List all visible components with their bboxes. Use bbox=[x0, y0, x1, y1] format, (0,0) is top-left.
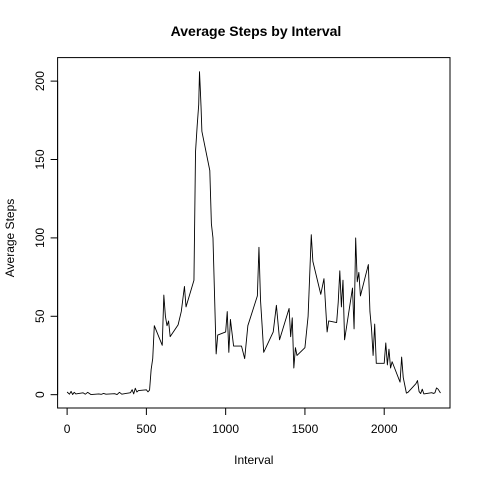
y-tick-label: 100 bbox=[33, 228, 47, 248]
x-tick-label: 1000 bbox=[212, 422, 239, 436]
x-tick-label: 1500 bbox=[292, 422, 319, 436]
y-axis: 0 50 100 150 200 bbox=[33, 71, 59, 398]
x-axis-label: Interval bbox=[234, 453, 273, 467]
chart-title: Average Steps by Interval bbox=[171, 23, 342, 39]
x-axis: 0 500 1000 1500 2000 bbox=[64, 407, 398, 436]
y-axis-label: Average Steps bbox=[3, 199, 17, 278]
plot-frame bbox=[57, 57, 451, 409]
y-tick-label: 50 bbox=[33, 309, 47, 323]
x-tick-label: 500 bbox=[136, 422, 156, 436]
series-line bbox=[66, 71, 441, 395]
y-tick-label: 200 bbox=[33, 71, 47, 91]
x-tick-label: 0 bbox=[64, 422, 71, 436]
y-tick-label: 0 bbox=[33, 391, 47, 398]
x-tick-label: 2000 bbox=[371, 422, 398, 436]
y-tick-label: 150 bbox=[33, 149, 47, 169]
